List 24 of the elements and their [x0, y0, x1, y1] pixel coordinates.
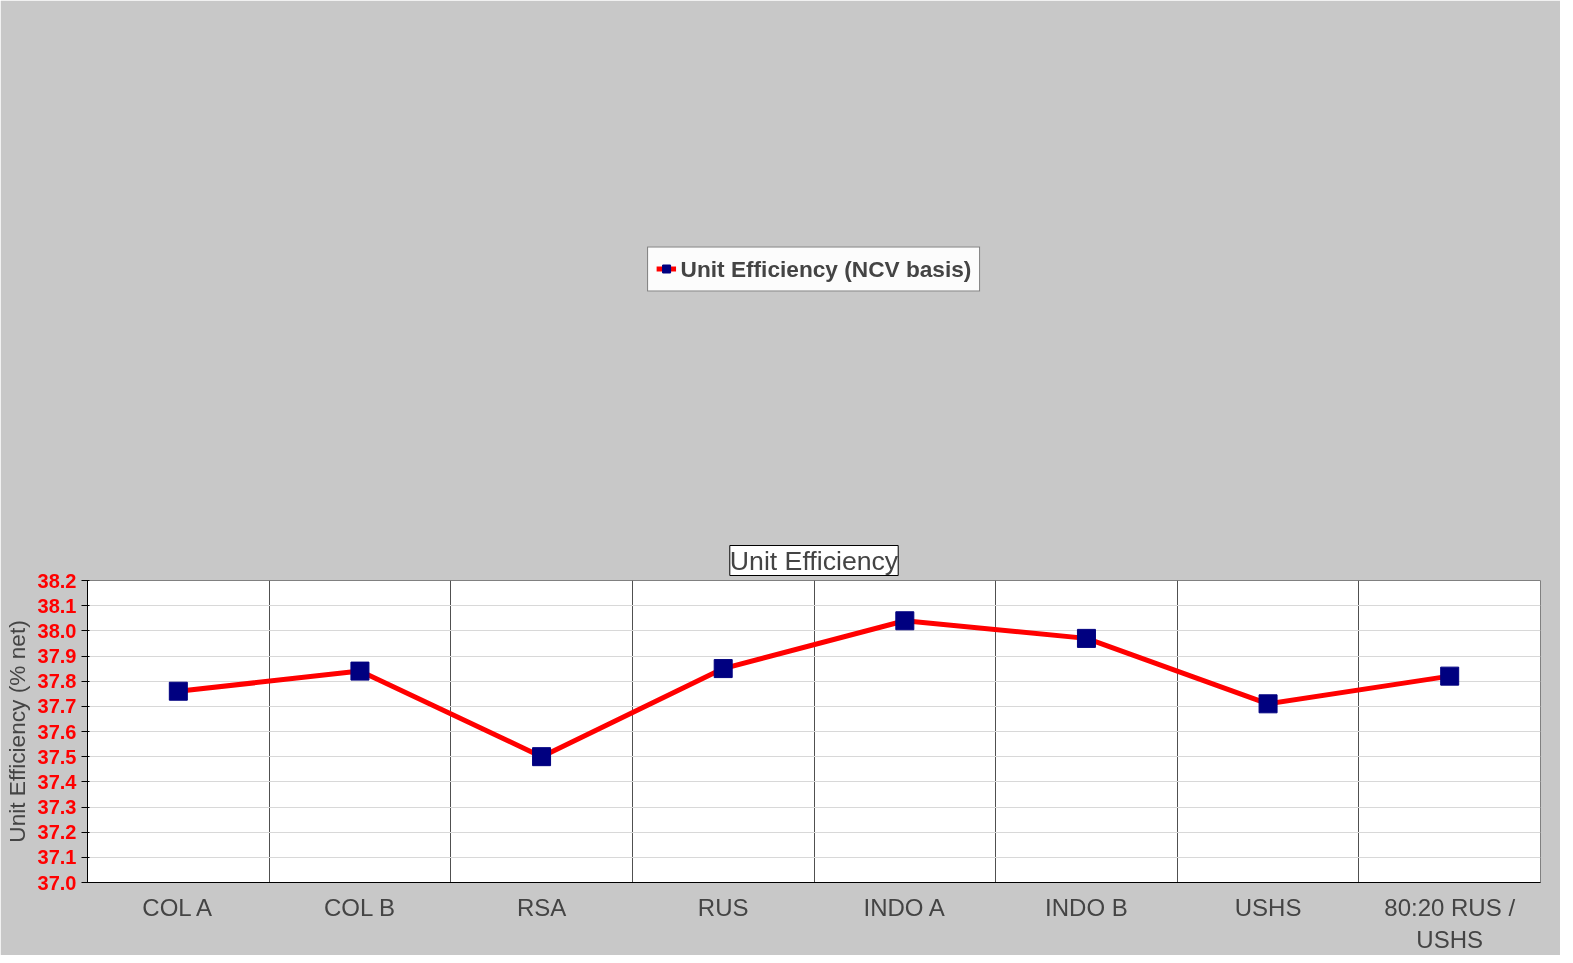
y-tick-label: 37.5 — [37, 745, 77, 768]
x-tick-label: RUS — [697, 893, 749, 921]
x-tick-label: COL A — [142, 893, 213, 921]
y-tick-label: 37.0 — [37, 871, 77, 894]
y-tick-label: 37.4 — [37, 770, 78, 793]
y-tick-label: 37.7 — [37, 695, 77, 718]
y-tick-label: 38.1 — [37, 594, 77, 617]
legend-label: Unit Efficiency (NCV basis) — [680, 255, 972, 283]
x-tick-label: INDO B — [1045, 893, 1128, 921]
y-tick-label: 37.2 — [37, 821, 77, 844]
y-tick-label: 38.0 — [37, 619, 77, 642]
x-tick-label: INDO A — [863, 893, 945, 921]
chart-title: Unit Efficiency — [729, 545, 899, 576]
y-tick-label: 38.2 — [37, 569, 77, 592]
y-axis-title: Unit Efficiency (% net) — [3, 620, 30, 843]
y-tick-label: 37.6 — [37, 720, 77, 743]
y-tick-label: 37.3 — [37, 796, 77, 818]
y-tick-label: 37.1 — [37, 846, 77, 869]
y-tick-label: 37.8 — [37, 670, 77, 693]
x-tick-label: 80:20 RUS / USHS — [1384, 893, 1516, 953]
x-tick-label: COL B — [323, 893, 396, 921]
x-tick-label: USHS — [1234, 893, 1302, 921]
x-tick-label: RSA — [516, 893, 567, 921]
y-tick-label: 37.9 — [37, 645, 77, 667]
